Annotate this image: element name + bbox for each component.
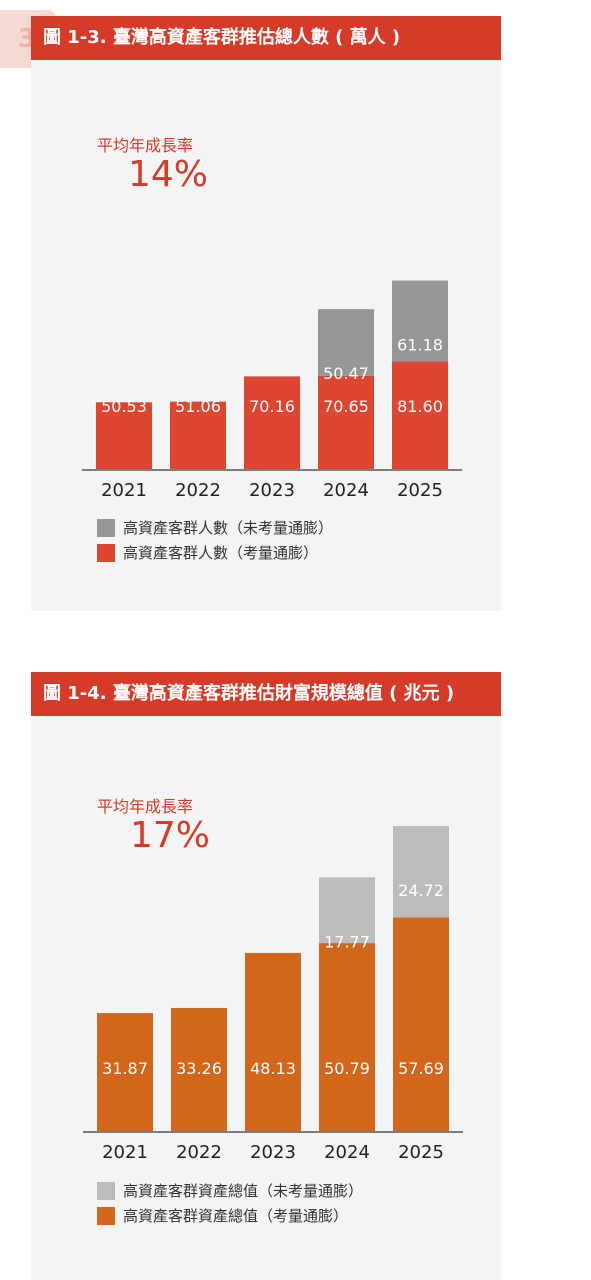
chart2-growth-label: 平均年成長率: [97, 797, 194, 816]
chart2-legend-label-1: 高資產客群資產總值（未考量通膨）: [123, 1182, 364, 1200]
chart1-growth-label: 平均年成長率: [97, 136, 194, 155]
chart2-tick-2025: 2025: [398, 1142, 444, 1163]
chart1-label-base-2022: 51.06: [175, 397, 221, 416]
chart2-legend-item-1: 高資產客群資產總值（未考量通膨）: [97, 1180, 363, 1201]
chart1-tick-2025: 2025: [397, 480, 443, 501]
chart1-title: 圖 1-3. 臺灣高資產客群推估總人數 ( 萬人 ): [31, 16, 501, 60]
chart1-label-base-2024: 70.65: [323, 397, 369, 416]
chart1-bar-base-2023: [244, 376, 300, 469]
chart2-tick-2022: 2022: [176, 1142, 222, 1163]
chart1-legend-swatch-1: [97, 518, 115, 537]
chart1-legend-label-1: 高資產客群人數（未考量通膨）: [123, 519, 334, 537]
chart1-label-base-2023: 70.16: [249, 397, 295, 416]
chart2-plot: 31.87 2021 33.26 2022 48.13 2023 50.79 17.77 202…: [83, 826, 463, 1163]
chart1-bar-base-2025: [392, 361, 448, 469]
chart2-label-base-2023: 48.13: [250, 1059, 296, 1078]
chart1-tick-2022: 2022: [175, 480, 221, 501]
chart2-tick-2021: 2021: [102, 1142, 148, 1163]
chart2-label-top-2025: 24.72: [398, 881, 444, 900]
chart1-legend-item-2: 高資產客群人數（考量通膨）: [97, 542, 318, 563]
chart2-label-top-2024: 17.77: [324, 932, 370, 951]
chart1-label-base-2021: 50.53: [101, 397, 147, 416]
chart2-label-base-2025: 57.69: [398, 1059, 444, 1078]
chart1-label-top-2025: 61.18: [397, 336, 443, 355]
chart2-bar-base-2025: [393, 917, 449, 1131]
chart2-title: 圖 1-4. 臺灣高資產客群推估財富規模總值 ( 兆元 ): [31, 672, 501, 716]
chart2-label-base-2022: 33.26: [176, 1059, 222, 1078]
chart1-legend-item-1: 高資產客群人數（未考量通膨）: [97, 517, 333, 538]
chart2-bar-top-2024: [319, 877, 375, 944]
chart2-growth-value: 17%: [130, 815, 211, 856]
chart2-bar-base-2021: [97, 1013, 153, 1131]
chart1-growth-value: 14%: [128, 154, 209, 195]
chart2-legend-swatch-1: [97, 1181, 115, 1200]
chart2-bar-top-2025: [393, 826, 449, 918]
chart1-label-base-2025: 81.60: [397, 397, 443, 416]
chart1-bar-base-2024: [318, 375, 374, 469]
chart1-plot: 50.53 2021 51.06 2022 70.16 2023 70.65 50.47 202…: [82, 280, 462, 501]
chart2-label-base-2024: 50.79: [324, 1059, 370, 1078]
chart2-legend-item-2: 高資產客群資產總值（考量通膨）: [97, 1205, 348, 1226]
chart2-bar-base-2024: [319, 943, 375, 1131]
chart1-label-top-2024: 50.47: [323, 364, 369, 383]
chart2-tick-2023: 2023: [250, 1142, 296, 1163]
chart1-tick-2024: 2024: [323, 480, 369, 501]
chart1-tick-2021: 2021: [101, 480, 147, 501]
chart1-legend-label-2: 高資產客群人數（考量通膨）: [123, 544, 319, 562]
chart2-label-base-2021: 31.87: [102, 1059, 148, 1078]
chart2-bar-base-2022: [171, 1007, 227, 1131]
chart1-tick-2023: 2023: [249, 480, 295, 501]
chart2-legend-label-2: 高資產客群資產總值（考量通膨）: [123, 1207, 349, 1225]
chart2-tick-2024: 2024: [324, 1142, 370, 1163]
chart1-bar-base-2021: [96, 402, 152, 469]
chart2-legend-swatch-2: [97, 1206, 115, 1225]
chart2-bar-base-2023: [245, 952, 301, 1131]
chart1-legend-swatch-2: [97, 543, 115, 562]
chart1-bar-top-2025: [392, 280, 448, 362]
chart1-bar-base-2022: [170, 401, 226, 469]
chart1-bar-top-2024: [318, 309, 374, 376]
